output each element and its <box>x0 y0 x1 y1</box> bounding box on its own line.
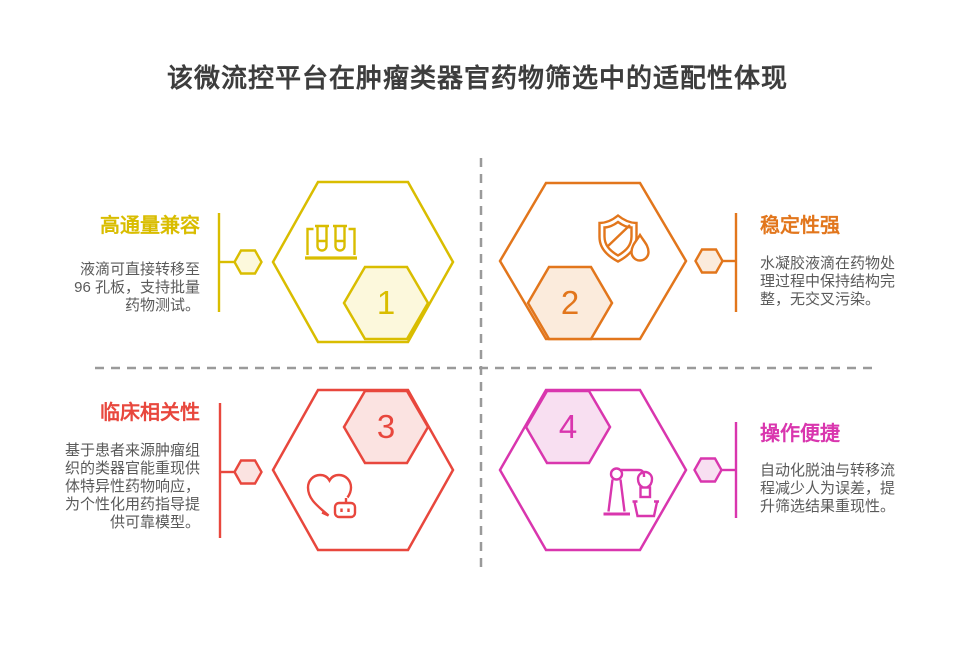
hexagon-1 <box>271 180 455 344</box>
body-line: 药物测试。 <box>124 297 200 314</box>
body-line: 理过程中保持结构完 <box>760 273 896 290</box>
body-line: 升筛选结果重现性。 <box>760 498 896 515</box>
step-number-1: 1 <box>376 284 396 321</box>
body-line: 织的类器官能重现供 <box>64 460 200 477</box>
hexagon-2 <box>498 181 688 341</box>
body-line: 基于患者来源肿瘤组 <box>64 442 200 459</box>
section-4-title: 操作便捷 <box>760 423 840 445</box>
body-line: 体特异性药物响应， <box>64 478 200 495</box>
section-3-text-block: 临床相关性 基于患者来源肿瘤组 织的类器官能重现供 体特异性药物响应， 为个性化… <box>38 402 200 532</box>
section-1-text-block: 高通量兼容 液滴可直接转移至 96 孔板，支持批量 药物测试。 <box>38 215 200 315</box>
section-4-body: 自动化脱油与转移流 程减少人为误差，提 升筛选结果重现性。 <box>760 462 932 516</box>
body-line: 水凝胶液滴在药物处 <box>760 255 896 272</box>
number-hexagon-2 <box>526 265 614 341</box>
section-1-title: 高通量兼容 <box>100 215 200 237</box>
section-2-body: 水凝胶液滴在药物处 理过程中保持结构完 整，无交叉污染。 <box>760 255 932 309</box>
connector-1 <box>217 213 263 312</box>
number-hexagon-3 <box>342 389 430 465</box>
step-number-2: 2 <box>560 284 580 321</box>
robot-arm-icon <box>603 467 659 518</box>
section-3-body: 基于患者来源肿瘤组 织的类器官能重现供 体特异性药物响应， 为个性化用药指导提 … <box>38 442 200 532</box>
number-hexagon-1 <box>342 265 430 341</box>
section-3-title: 临床相关性 <box>100 402 200 424</box>
number-hexagon-4 <box>524 389 612 465</box>
section-2-text-block: 稳定性强 水凝胶液滴在药物处 理过程中保持结构完 整，无交叉污染。 <box>760 215 932 309</box>
hexagon-3 <box>271 388 455 552</box>
step-number-3: 3 <box>376 408 396 445</box>
body-line: 液滴可直接转移至 <box>79 261 200 278</box>
connector-4 <box>693 422 738 518</box>
page-title: 该微流控平台在肿瘤类器官药物筛选中的适配性体现 <box>166 63 788 93</box>
body-line: 自动化脱油与转移流 <box>760 462 896 479</box>
section-4-text-block: 操作便捷 自动化脱油与转移流 程减少人为误差，提 升筛选结果重现性。 <box>760 423 932 516</box>
body-line: 96 孔板，支持批量 <box>74 279 200 296</box>
body-line: 程减少人为误差，提 <box>760 480 896 497</box>
shield-droplet-icon <box>598 213 650 263</box>
connector-2 <box>694 213 738 312</box>
body-line: 供可靠模型。 <box>109 514 200 531</box>
heart-robot-icon <box>306 473 357 519</box>
body-line: 整，无交叉污染。 <box>760 291 881 308</box>
connector-3 <box>218 403 263 538</box>
section-1-body: 液滴可直接转移至 96 孔板，支持批量 药物测试。 <box>38 261 200 315</box>
section-2-title: 稳定性强 <box>760 215 840 237</box>
test-tube-rack-icon <box>305 224 357 260</box>
hexagon-4 <box>498 388 688 552</box>
step-number-4: 4 <box>558 408 578 445</box>
body-line: 为个性化用药指导提 <box>64 496 200 513</box>
